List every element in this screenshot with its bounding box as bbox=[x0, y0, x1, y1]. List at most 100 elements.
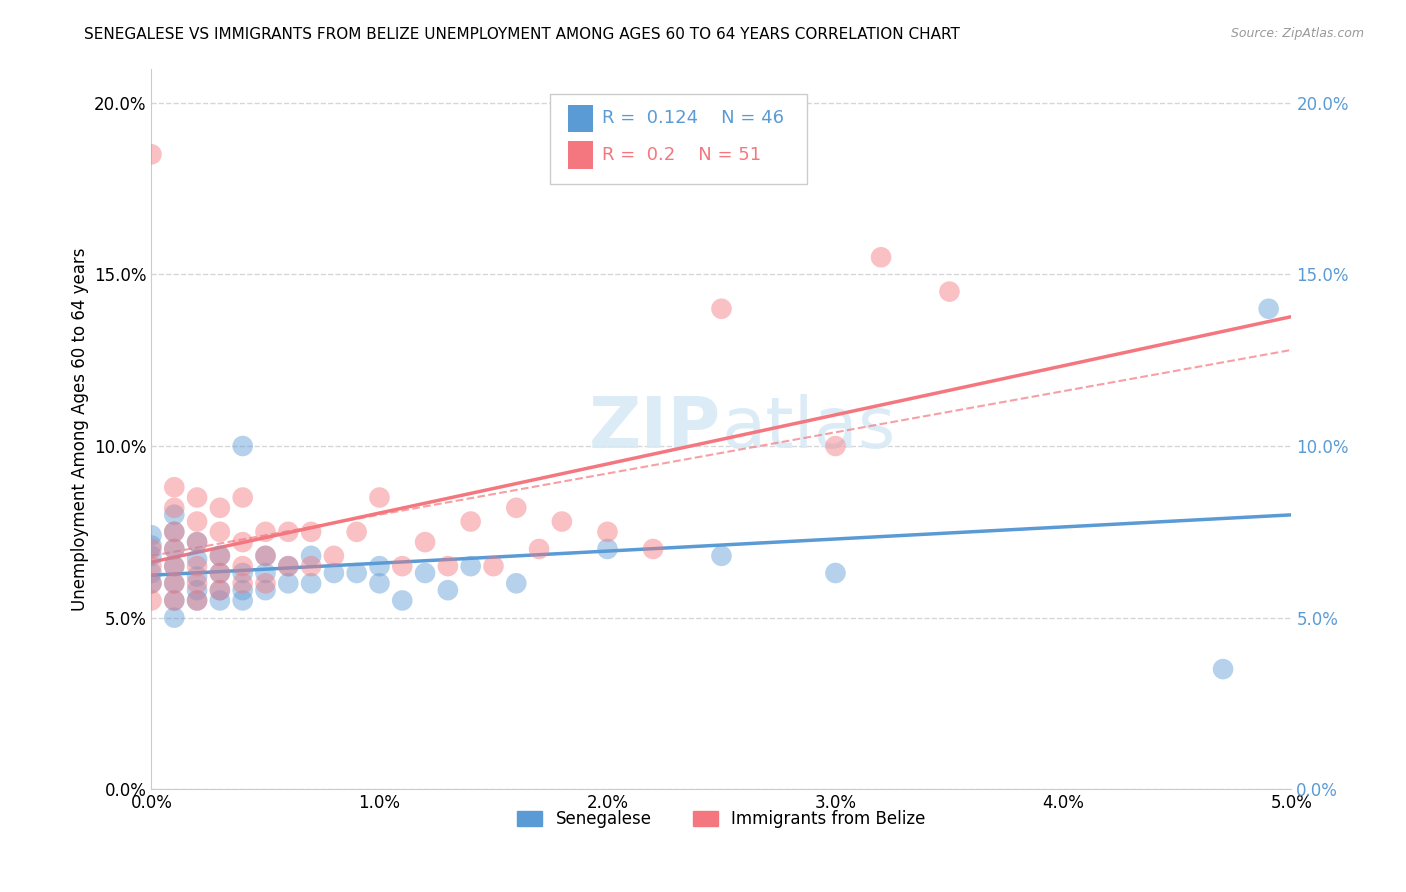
Point bbox=[368, 576, 391, 591]
Point bbox=[141, 147, 163, 161]
Point bbox=[368, 491, 391, 505]
Point bbox=[186, 583, 208, 598]
Point bbox=[141, 593, 163, 607]
Point bbox=[208, 566, 231, 580]
Point bbox=[186, 491, 208, 505]
Point bbox=[299, 559, 322, 574]
Point bbox=[232, 491, 254, 505]
Point bbox=[254, 549, 277, 563]
Point bbox=[208, 549, 231, 563]
Point bbox=[186, 535, 208, 549]
Point bbox=[208, 583, 231, 598]
Point bbox=[551, 515, 574, 529]
Point bbox=[186, 535, 208, 549]
Point bbox=[232, 593, 254, 607]
Point bbox=[186, 593, 208, 607]
Point bbox=[163, 524, 186, 539]
Point bbox=[460, 559, 482, 574]
Point bbox=[437, 559, 460, 574]
Point bbox=[710, 301, 733, 316]
Point bbox=[163, 559, 186, 574]
FancyBboxPatch shape bbox=[568, 104, 593, 132]
Point bbox=[460, 515, 482, 529]
Point bbox=[437, 583, 460, 598]
Point bbox=[186, 576, 208, 591]
Point bbox=[208, 566, 231, 580]
Point bbox=[299, 576, 322, 591]
Point bbox=[141, 576, 163, 591]
Point bbox=[186, 515, 208, 529]
FancyBboxPatch shape bbox=[568, 141, 593, 169]
Text: atlas: atlas bbox=[721, 394, 896, 463]
Point bbox=[870, 250, 893, 264]
Point bbox=[163, 480, 186, 494]
Point bbox=[163, 576, 186, 591]
Y-axis label: Unemployment Among Ages 60 to 64 years: Unemployment Among Ages 60 to 64 years bbox=[72, 247, 89, 611]
Point bbox=[346, 524, 368, 539]
Point bbox=[596, 541, 619, 556]
Text: R =  0.124    N = 46: R = 0.124 N = 46 bbox=[602, 110, 783, 128]
Point bbox=[824, 439, 846, 453]
Point bbox=[938, 285, 960, 299]
Point bbox=[641, 541, 664, 556]
Point bbox=[141, 539, 163, 553]
Point bbox=[163, 559, 186, 574]
Point bbox=[186, 559, 208, 574]
Point bbox=[277, 559, 299, 574]
Point bbox=[391, 593, 413, 607]
Point bbox=[141, 566, 163, 580]
Point bbox=[1212, 662, 1234, 676]
Point bbox=[208, 583, 231, 598]
Point bbox=[596, 524, 619, 539]
Point bbox=[346, 566, 368, 580]
Point bbox=[277, 524, 299, 539]
Point bbox=[391, 559, 413, 574]
Point bbox=[322, 566, 344, 580]
Point bbox=[413, 535, 436, 549]
Point bbox=[163, 541, 186, 556]
Point bbox=[141, 541, 163, 556]
Point bbox=[208, 549, 231, 563]
Point bbox=[186, 593, 208, 607]
Point bbox=[232, 566, 254, 580]
Point bbox=[163, 576, 186, 591]
Point bbox=[1257, 301, 1279, 316]
Point bbox=[824, 566, 846, 580]
Point bbox=[163, 610, 186, 624]
Point bbox=[141, 559, 163, 574]
Point bbox=[141, 549, 163, 563]
Point bbox=[208, 593, 231, 607]
Point bbox=[232, 583, 254, 598]
Point bbox=[232, 535, 254, 549]
Text: R =  0.2    N = 51: R = 0.2 N = 51 bbox=[602, 146, 761, 164]
Point bbox=[163, 541, 186, 556]
Point bbox=[163, 500, 186, 515]
Point bbox=[710, 549, 733, 563]
Point bbox=[232, 559, 254, 574]
Point bbox=[163, 524, 186, 539]
Point bbox=[141, 576, 163, 591]
Text: ZIP: ZIP bbox=[589, 394, 721, 463]
Point bbox=[254, 566, 277, 580]
Point bbox=[254, 576, 277, 591]
Point bbox=[254, 524, 277, 539]
Point bbox=[163, 508, 186, 522]
Point bbox=[232, 439, 254, 453]
Text: Source: ZipAtlas.com: Source: ZipAtlas.com bbox=[1230, 27, 1364, 40]
Point bbox=[186, 552, 208, 566]
Point bbox=[141, 528, 163, 542]
Point bbox=[163, 593, 186, 607]
Point bbox=[413, 566, 436, 580]
Point bbox=[232, 576, 254, 591]
Point bbox=[254, 549, 277, 563]
Legend: Senegalese, Immigrants from Belize: Senegalese, Immigrants from Belize bbox=[510, 804, 932, 835]
FancyBboxPatch shape bbox=[551, 94, 807, 184]
Point bbox=[368, 559, 391, 574]
Point bbox=[254, 583, 277, 598]
Point bbox=[482, 559, 505, 574]
Point bbox=[277, 559, 299, 574]
Point bbox=[505, 576, 527, 591]
Point bbox=[186, 569, 208, 583]
Point bbox=[163, 593, 186, 607]
Point bbox=[505, 500, 527, 515]
